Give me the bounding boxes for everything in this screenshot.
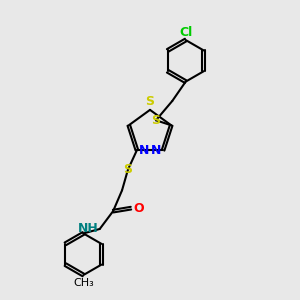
Text: CH₃: CH₃	[73, 278, 94, 288]
Text: Cl: Cl	[179, 26, 192, 38]
Text: S: S	[124, 163, 133, 176]
Text: N: N	[151, 144, 162, 157]
Text: S: S	[146, 95, 154, 108]
Text: S: S	[152, 114, 160, 127]
Text: N: N	[138, 144, 149, 157]
Text: O: O	[133, 202, 144, 215]
Text: NH: NH	[77, 223, 98, 236]
